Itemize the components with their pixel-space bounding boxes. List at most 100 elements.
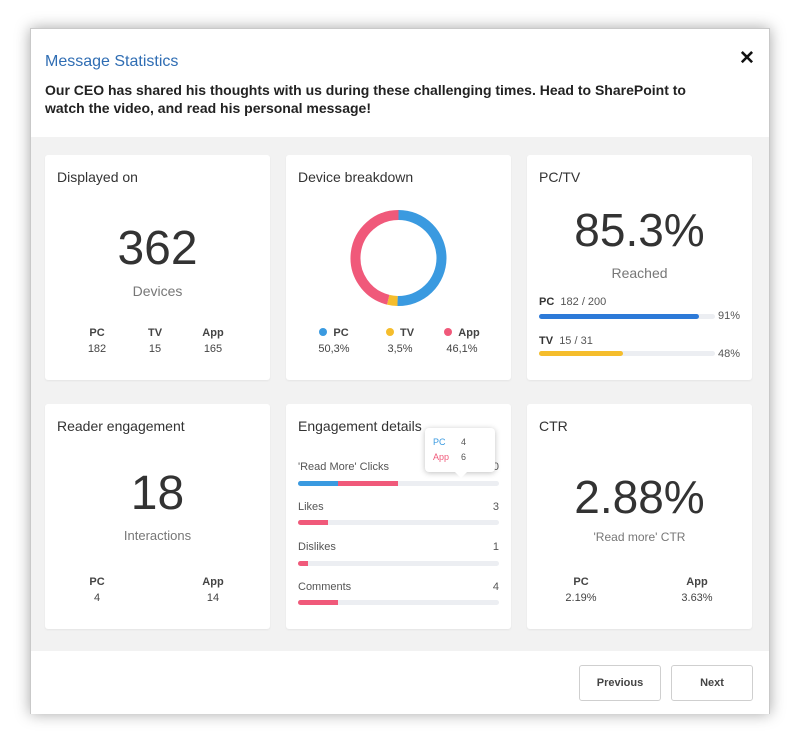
app-segment (298, 600, 339, 605)
ctr-card: CTR 2.88% 'Read more' CTR PC 2.19% App 3… (527, 404, 752, 629)
pc-dot-icon (319, 328, 328, 336)
stat-value: 4 (93, 592, 101, 604)
app-dot-icon (444, 328, 453, 336)
dialog-header: Message Statistics ✕ Our CEO has shared … (31, 29, 769, 137)
stat-value: 165 (203, 343, 223, 355)
likes-bar[interactable] (298, 520, 499, 525)
tooltip-app-label: App (433, 452, 450, 462)
stat-app: App 165 (183, 327, 243, 355)
interactions-count: 18 (130, 467, 185, 520)
pc-reach-percent: 91% (717, 310, 740, 322)
stat-label: PC (89, 327, 105, 339)
row-count: 182 / 200 (560, 296, 607, 308)
legend-value: 3,5% (387, 343, 413, 355)
stat-label: App (202, 327, 224, 339)
card-title: PC/TV (539, 169, 581, 185)
engagement-details-card: Engagement details 'Read More' Clicks 10… (286, 404, 511, 629)
tv-reach-percent: 48% (717, 348, 740, 360)
tooltip-pc-value: 4 (461, 437, 467, 447)
legend-app: App 46,1% (432, 327, 492, 355)
legend-value: 50,3% (318, 343, 350, 355)
stat-label: PC (89, 576, 105, 588)
card-title: Engagement details (298, 418, 422, 434)
reached-label: Reached (611, 265, 668, 281)
read-more-clicks-bar[interactable] (298, 481, 499, 486)
dialog-footer: Previous Next (31, 651, 769, 714)
tooltip-arrow (455, 472, 467, 478)
stat-value: 182 (87, 343, 107, 355)
app-segment (338, 481, 399, 486)
stat-app: App 14 (183, 576, 243, 604)
dialog-subtitle: Our CEO has shared his thoughts with us … (45, 82, 686, 116)
likes-label: Likes (298, 501, 324, 513)
displayed-on-card: Displayed on 362 Devices PC 182 TV 15 Ap… (45, 155, 270, 380)
dislikes-value: 1 (492, 541, 499, 553)
legend-tv: TV 3,5% (370, 327, 430, 355)
stat-value: 2.19% (565, 592, 597, 604)
read-more-clicks-label: 'Read More' Clicks (298, 461, 390, 473)
ctr-label: 'Read more' CTR (593, 530, 686, 544)
dislikes-bar[interactable] (298, 561, 499, 566)
dialog-body: Displayed on 362 Devices PC 182 TV 15 Ap… (31, 137, 769, 651)
tv-dot-icon (385, 328, 394, 336)
pc-reach-fill (539, 314, 700, 319)
row-label: TV (539, 335, 554, 347)
legend-pc: PC 50,3% (304, 327, 364, 355)
stat-app: App 3.63% (667, 576, 727, 604)
pc-tv-card: PC/TV 85.3% Reached PC 182 / 200 91% TV … (527, 155, 752, 380)
reached-percent: 85.3% (574, 204, 705, 256)
legend-label: TV (399, 327, 415, 339)
comments-label: Comments (298, 581, 352, 593)
tooltip-app-value: 6 (461, 452, 467, 462)
row-label: PC (539, 296, 555, 308)
legend-label: PC (333, 327, 349, 339)
tooltip-pc-label: PC (433, 437, 446, 447)
likes-value: 3 (492, 501, 499, 513)
previous-button[interactable]: Previous (579, 665, 661, 701)
devices-label: Devices (132, 283, 183, 299)
engagement-tooltip: PC 4 App 6 (425, 428, 495, 478)
tv-reach-fill (539, 351, 624, 356)
stat-value: 14 (206, 592, 220, 604)
donut-slice-tv[interactable] (386, 294, 398, 306)
devices-count: 362 (117, 222, 198, 275)
pc-segment (298, 481, 339, 486)
dislikes-label: Dislikes (298, 541, 336, 553)
legend-label: App (458, 327, 480, 339)
card-title: Device breakdown (298, 169, 414, 185)
stat-pc: PC 4 (67, 576, 127, 604)
card-title: Reader engagement (57, 418, 185, 434)
device-donut-chart (350, 210, 447, 306)
stat-label: TV (147, 327, 163, 339)
ctr-value: 2.88% (574, 471, 705, 523)
dialog-title: Message Statistics (45, 53, 179, 70)
tv-reach-row: TV 15 / 31 (539, 335, 593, 347)
reader-engagement-card: Reader engagement 18 Interactions PC 4 A… (45, 404, 270, 629)
donut-slice-pc[interactable] (397, 210, 447, 306)
stat-tv: TV 15 (125, 327, 185, 355)
card-title: Displayed on (57, 169, 138, 185)
row-count: 15 / 31 (559, 335, 593, 347)
stat-value: 3.63% (681, 592, 713, 604)
stat-pc: PC 2.19% (551, 576, 611, 604)
pc-reach-bar (539, 314, 715, 319)
tv-reach-bar (539, 351, 715, 356)
close-icon[interactable]: ✕ (739, 48, 755, 69)
card-title: CTR (539, 418, 568, 434)
comments-bar[interactable] (298, 600, 499, 605)
comments-value: 4 (492, 581, 499, 593)
stat-label: App (686, 576, 708, 588)
stat-label: PC (573, 576, 589, 588)
message-statistics-dialog: Message Statistics ✕ Our CEO has shared … (30, 28, 770, 714)
pc-reach-row: PC 182 / 200 (539, 296, 606, 308)
app-segment (298, 561, 309, 566)
stat-label: App (202, 576, 224, 588)
stat-pc: PC 182 (67, 327, 127, 355)
app-segment (298, 520, 329, 525)
stat-value: 15 (148, 343, 162, 355)
interactions-label: Interactions (123, 528, 192, 543)
legend-value: 46,1% (446, 343, 478, 355)
donut-slice-app[interactable] (350, 210, 399, 305)
device-breakdown-card: Device breakdown PC 50,3% TV 3,5% App 46… (286, 155, 511, 380)
next-button[interactable]: Next (671, 665, 753, 701)
